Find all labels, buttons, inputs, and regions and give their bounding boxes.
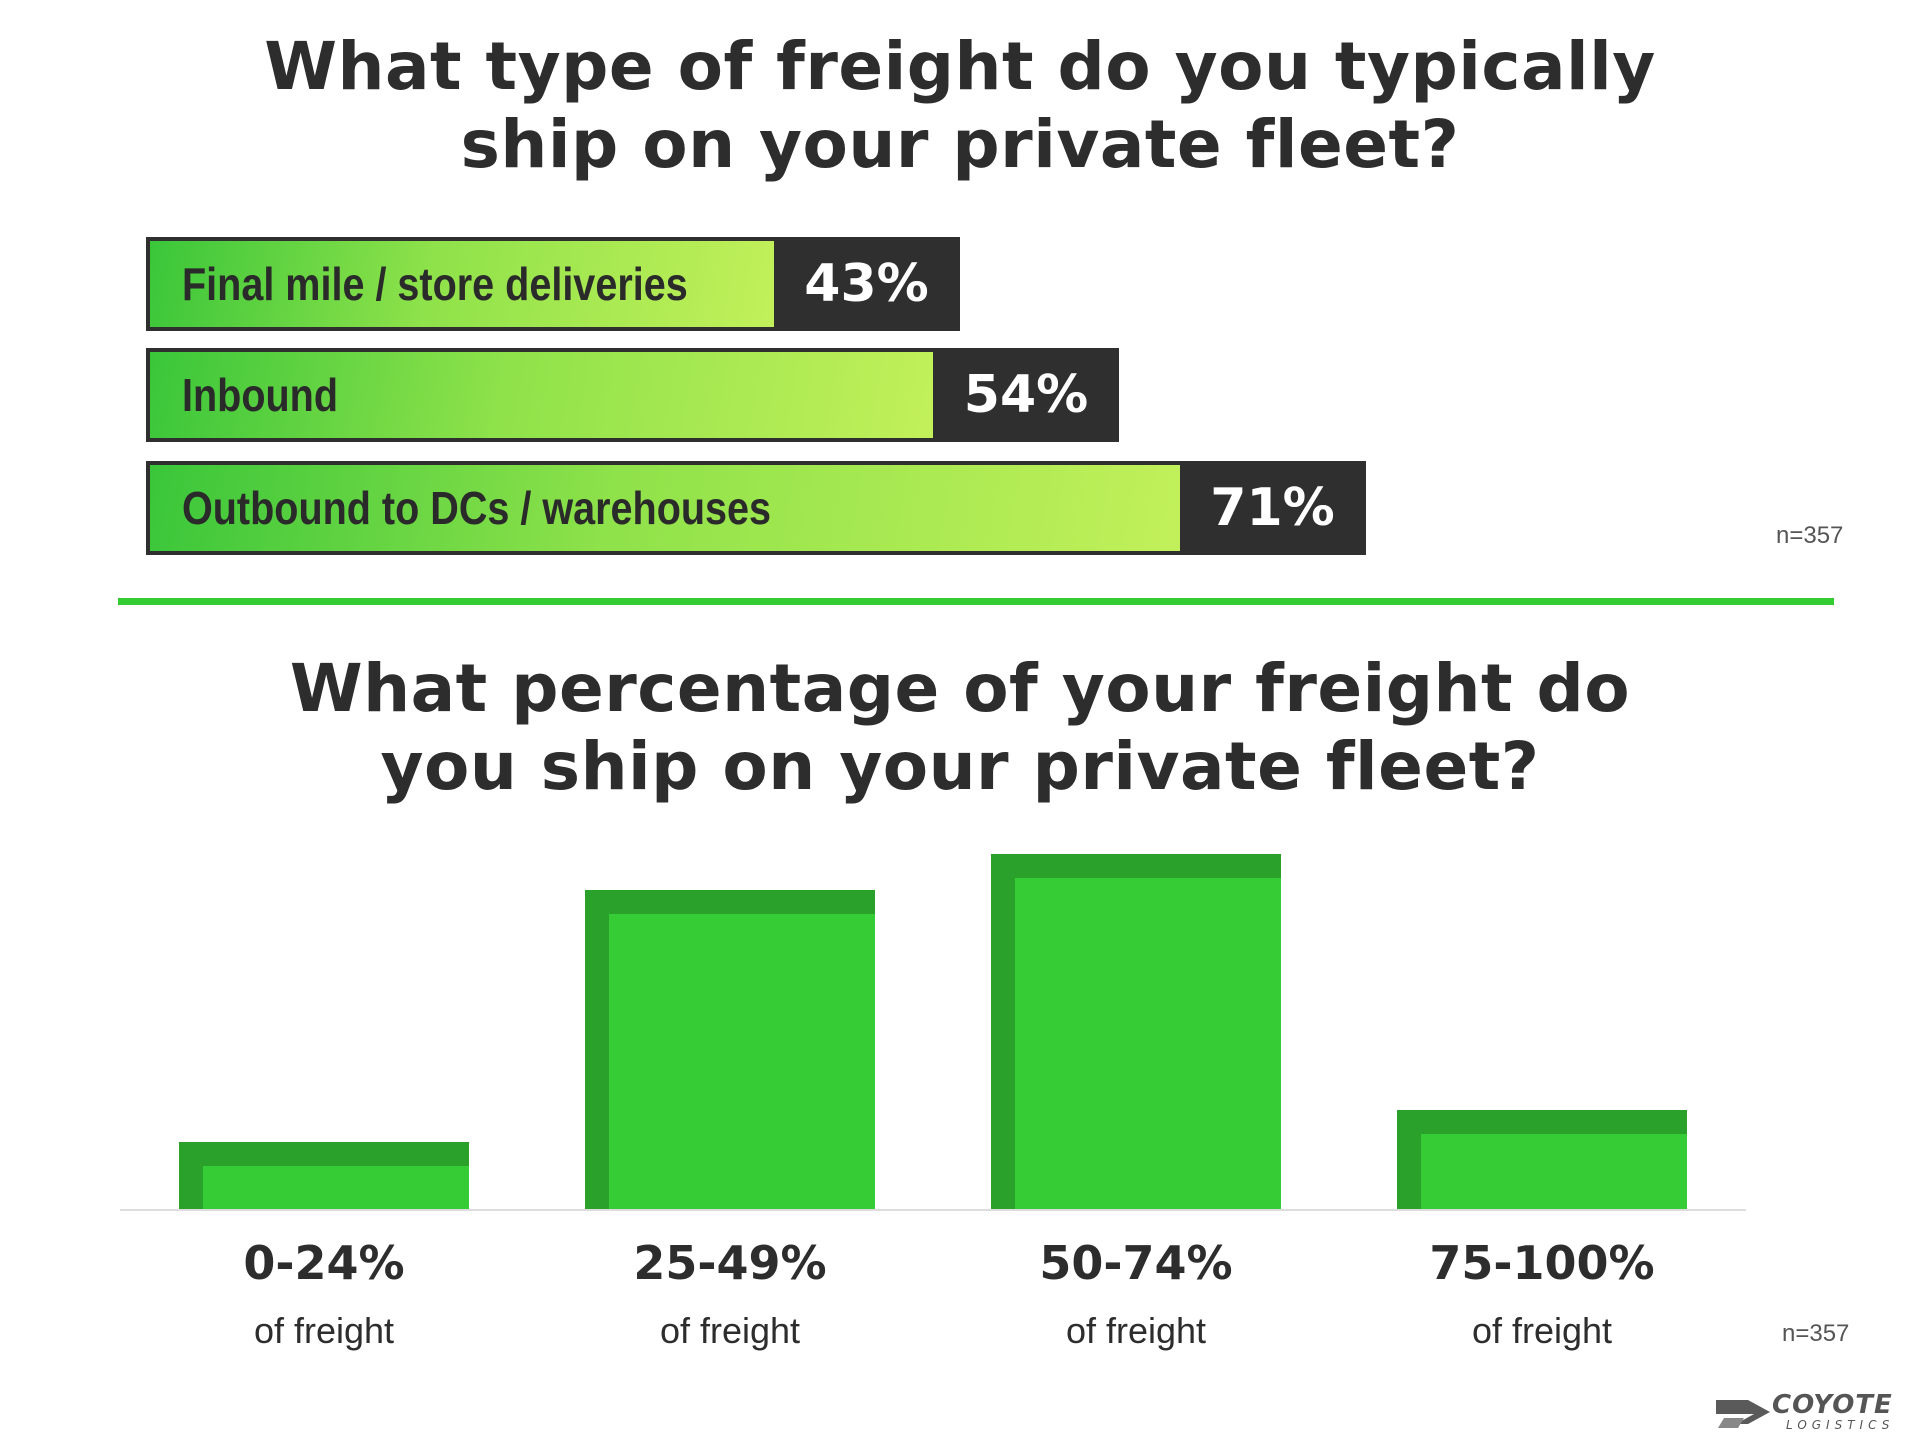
bar-fill bbox=[150, 465, 1180, 551]
x-category-sublabel: of freight bbox=[1471, 1310, 1613, 1351]
bar-3: Outbound to DCs / warehouses 71% bbox=[146, 461, 1366, 555]
sample-size-label-2: n=357 bbox=[1782, 1320, 1850, 1347]
sample-size-label-1: n=357 bbox=[1776, 522, 1844, 549]
column-1 bbox=[179, 1142, 469, 1210]
section-divider bbox=[118, 598, 1834, 605]
column-face bbox=[1015, 878, 1281, 1210]
x-category-label: 0-24% bbox=[243, 1236, 405, 1290]
column-2 bbox=[585, 890, 875, 1210]
x-category-label: 50-74% bbox=[1039, 1236, 1233, 1290]
column-3 bbox=[991, 854, 1281, 1210]
bar-category-label: Outbound to DCs / warehouses bbox=[182, 482, 772, 534]
x-category-sublabel: of freight bbox=[1065, 1310, 1207, 1351]
coyote-logistics-logo: COYOTE LOGISTICS bbox=[1714, 1390, 1904, 1434]
bar-2: Inbound 54% bbox=[146, 348, 1119, 442]
bar-value-label: 54% bbox=[963, 365, 1089, 425]
chart-1-title: What type of freight do you typically shi… bbox=[264, 28, 1656, 183]
bar-category-label: Final mile / store deliveries bbox=[182, 258, 688, 310]
chart-2-title: What percentage of your freight do you sh… bbox=[289, 650, 1631, 805]
x-category-sublabel: of freight bbox=[253, 1310, 395, 1351]
column-face bbox=[609, 914, 875, 1210]
column-face bbox=[203, 1166, 469, 1210]
chart-baseline bbox=[120, 1209, 1746, 1211]
x-category-label: 25-49% bbox=[633, 1236, 827, 1290]
bar-1: Final mile / store deliveries 43% bbox=[146, 237, 960, 331]
logo-subtitle: LOGISTICS bbox=[1786, 1418, 1895, 1432]
logo-name: COYOTE bbox=[1772, 1390, 1893, 1420]
column-face bbox=[1421, 1134, 1687, 1210]
bar-category-label: Inbound bbox=[182, 369, 338, 421]
coyote-logo-icon bbox=[1716, 1400, 1770, 1428]
bar-fill bbox=[150, 241, 774, 327]
bar-fill bbox=[150, 352, 933, 438]
bar-value-label: 43% bbox=[804, 254, 929, 314]
x-category-label: 75-100% bbox=[1429, 1236, 1655, 1290]
column-4 bbox=[1397, 1110, 1687, 1210]
x-category-sublabel: of freight bbox=[659, 1310, 801, 1351]
bar-value-label: 71% bbox=[1210, 478, 1335, 538]
